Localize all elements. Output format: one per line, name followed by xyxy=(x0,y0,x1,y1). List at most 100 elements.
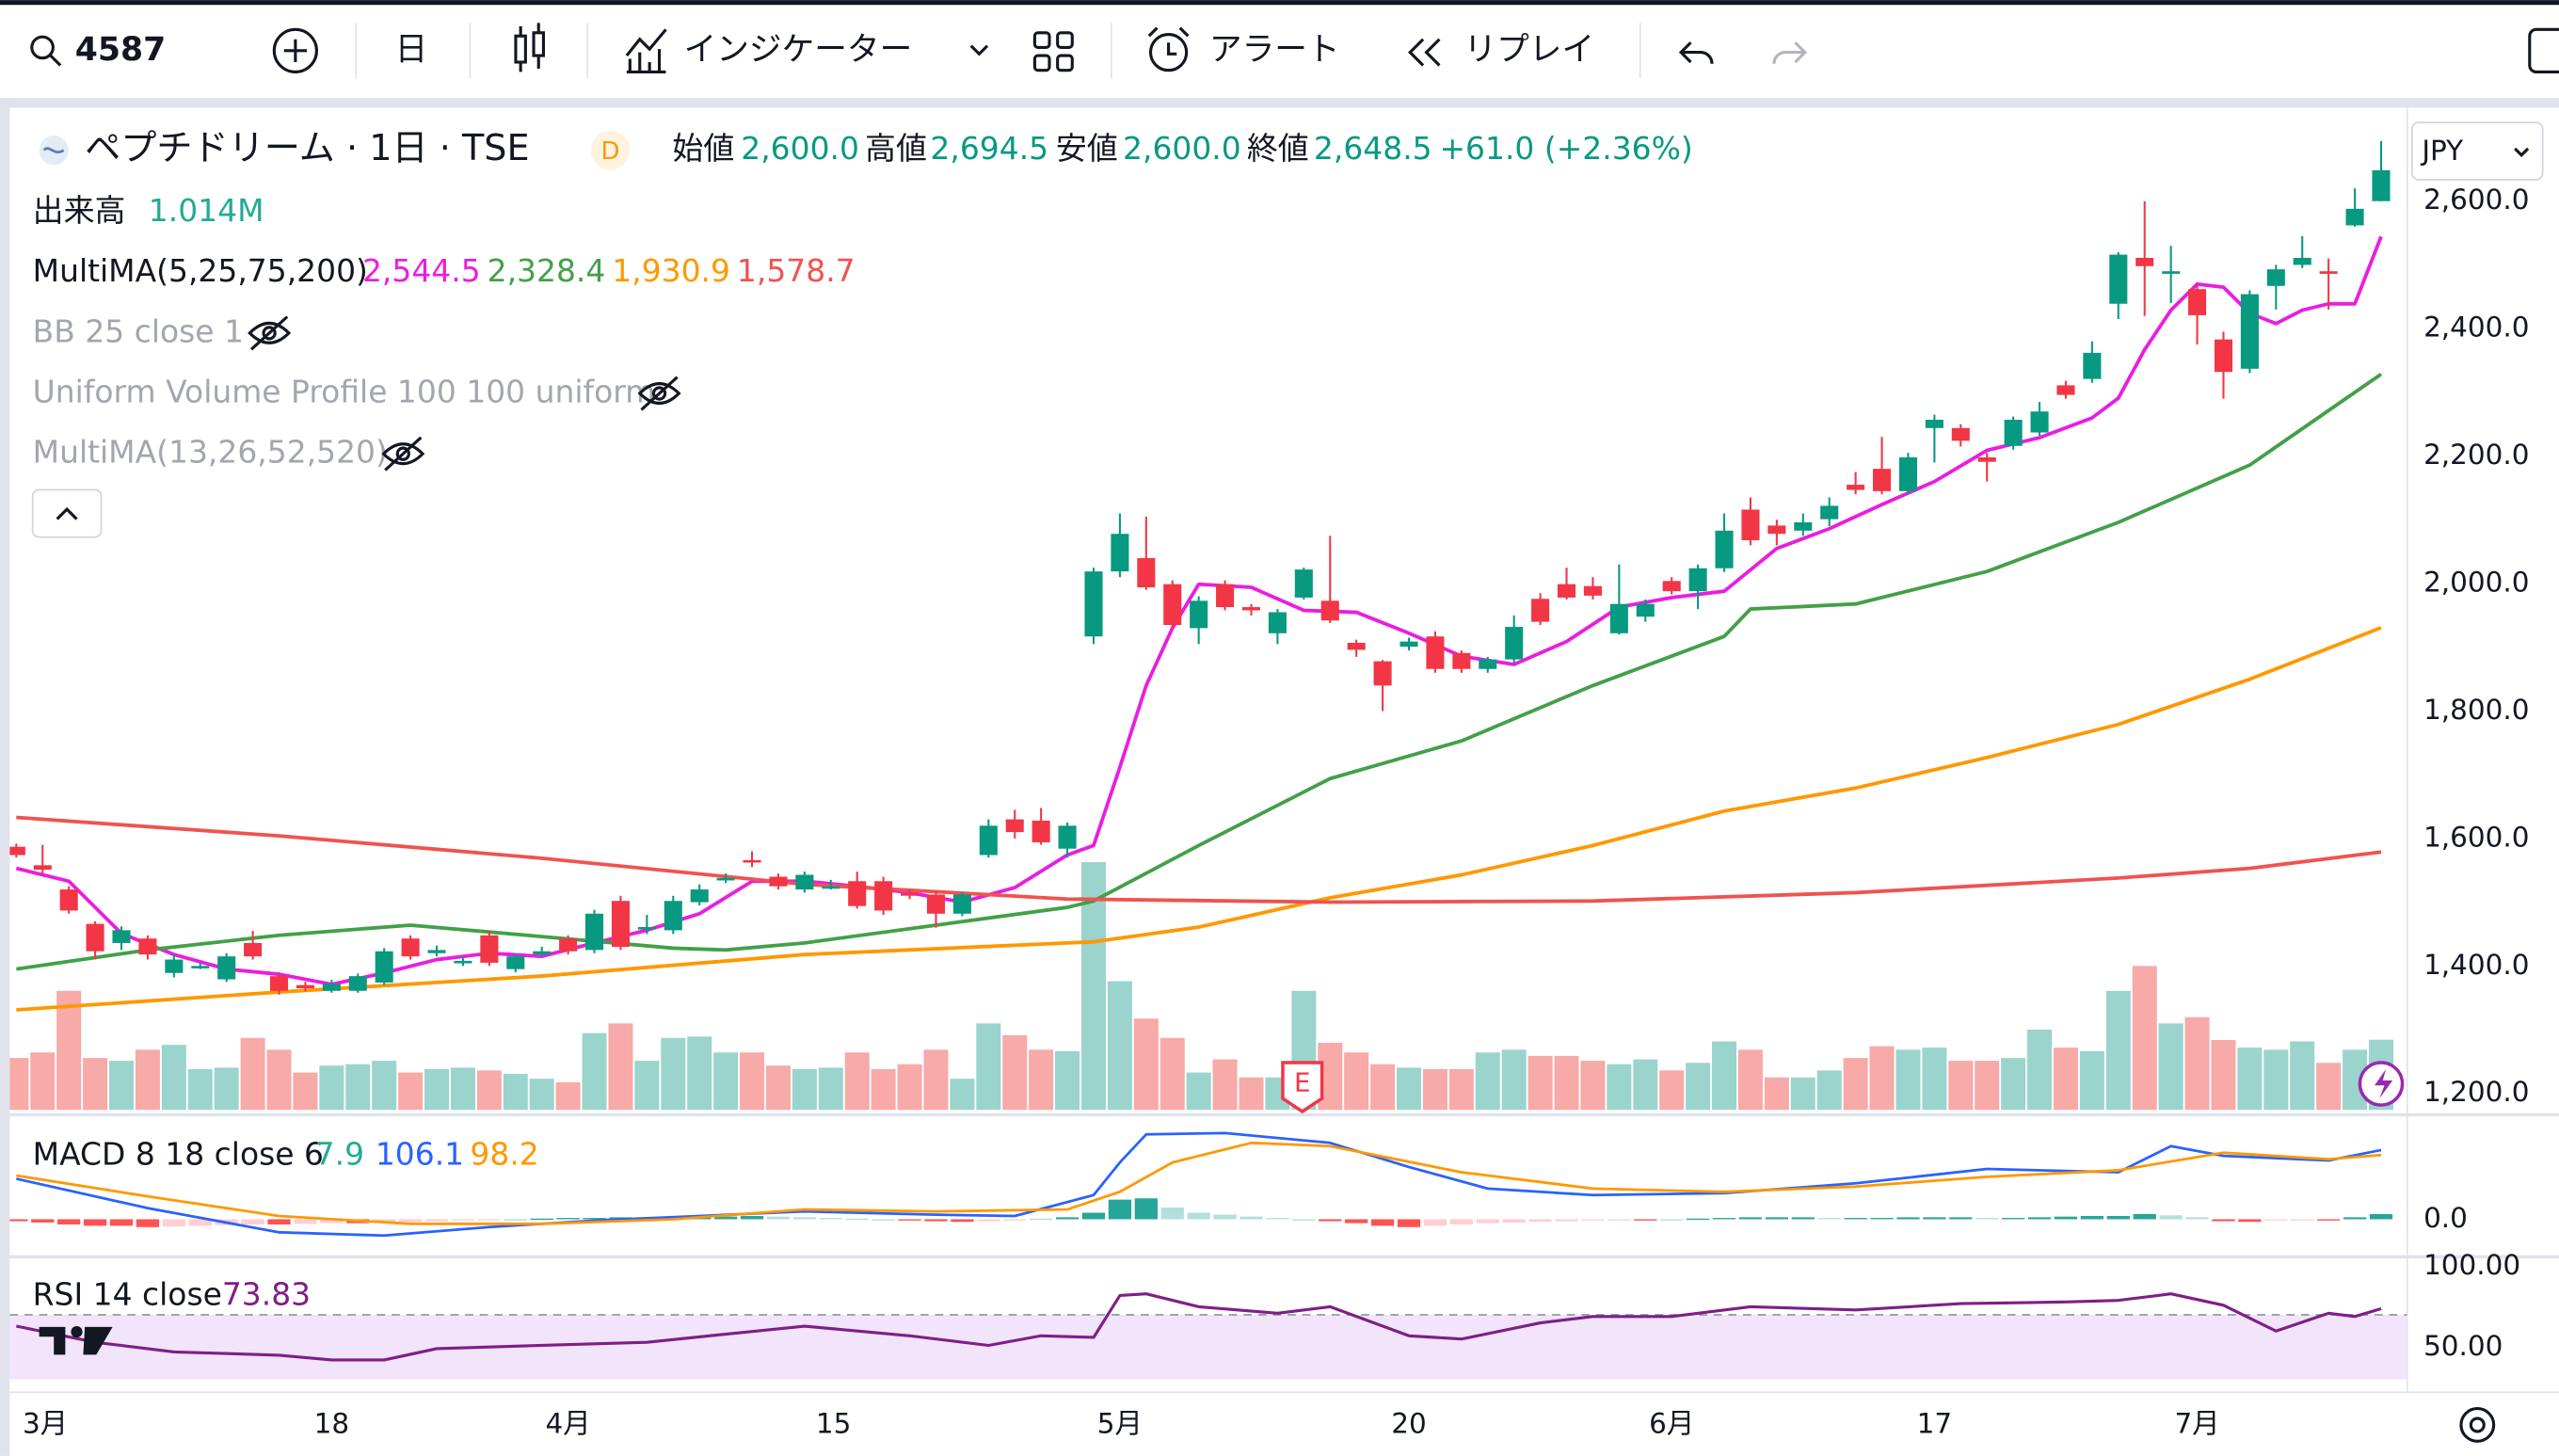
rsi-pane xyxy=(9,1292,2407,1380)
ohlc-value: 2,600.0 xyxy=(1123,130,1241,167)
y-tick-label: 1,800.0 xyxy=(2423,694,2529,726)
candle-body xyxy=(2372,169,2391,201)
redo-button[interactable] xyxy=(1772,41,1808,64)
volume-bar xyxy=(2290,1041,2315,1111)
volume-bar xyxy=(1869,1046,1895,1111)
volume-bar xyxy=(2211,1040,2236,1111)
candle-body xyxy=(1583,585,1602,596)
candle-body xyxy=(138,938,157,955)
candle-body xyxy=(2240,294,2259,369)
rsi-name[interactable]: RSI 14 close xyxy=(33,1275,222,1312)
candle-body xyxy=(1111,534,1129,572)
symbol-search[interactable]: 4587 xyxy=(30,31,167,69)
macd-histogram-bar xyxy=(1476,1219,1499,1224)
currency-button[interactable]: JPY xyxy=(2411,121,2544,181)
indicator-name[interactable]: MultiMA(5,25,75,200) xyxy=(33,252,368,289)
macd-histogram-bar xyxy=(1187,1212,1210,1220)
indicator-line xyxy=(16,372,2383,971)
templates-button[interactable] xyxy=(1032,31,1074,72)
price-pane xyxy=(9,140,2393,1111)
candle-body xyxy=(2319,271,2338,274)
volume-bar xyxy=(765,1065,791,1111)
macd-histogram-bar xyxy=(1030,1218,1053,1221)
layout-button[interactable] xyxy=(2528,27,2559,73)
volume-bar xyxy=(1659,1070,1685,1111)
candle-body xyxy=(1347,642,1366,650)
macd-histogram-bar xyxy=(1134,1198,1158,1220)
candle-body xyxy=(112,930,131,943)
hidden-eye-icon[interactable] xyxy=(381,436,425,472)
macd-histogram-bar xyxy=(1923,1217,1946,1220)
volume-bar xyxy=(2184,1016,2210,1111)
multima-value: 1,578.7 xyxy=(737,252,856,289)
indicator-name[interactable]: MultiMA(13,26,52,520) xyxy=(33,434,388,471)
volume-bar xyxy=(476,1070,502,1111)
lightning-button[interactable] xyxy=(2358,1061,2405,1107)
replay-button[interactable]: リプレイ xyxy=(1408,31,1594,69)
candle-body xyxy=(690,889,709,903)
alert-button[interactable]: アラート xyxy=(1147,26,1340,72)
candle-body xyxy=(1268,612,1287,633)
volume-bar xyxy=(2132,966,2157,1111)
candle-body xyxy=(1688,568,1707,592)
interval-button[interactable]: 日 xyxy=(395,31,428,69)
candle-body xyxy=(901,893,920,896)
candle-body xyxy=(1505,627,1524,660)
macd-histogram-bar xyxy=(1292,1219,1316,1221)
volume-bar xyxy=(1816,1070,1842,1111)
volume-bar xyxy=(398,1072,424,1111)
collapse-legend-button[interactable] xyxy=(31,488,103,538)
y-tick-label: 1,400.0 xyxy=(2423,949,2529,981)
volume-bar xyxy=(1843,1058,1868,1111)
hidden-eye-icon[interactable] xyxy=(248,315,292,351)
candle-body xyxy=(1636,603,1655,617)
volume-bar xyxy=(1107,981,1132,1111)
x-tick-label: 18 xyxy=(314,1407,349,1439)
volume-bar xyxy=(503,1074,528,1111)
candle-body xyxy=(1794,522,1813,531)
volume-bar xyxy=(1029,1049,1054,1111)
indicator-name[interactable]: BB 25 close 1 xyxy=(33,312,244,349)
candle-body xyxy=(2345,208,2364,226)
candle-body xyxy=(1873,469,1892,491)
volume-bar xyxy=(1633,1059,1658,1111)
earnings-marker[interactable]: E xyxy=(1281,1061,1324,1114)
candle-body xyxy=(1609,603,1628,633)
macd-histogram-bar xyxy=(1581,1219,1605,1221)
macd-name[interactable]: MACD 8 18 close 6 xyxy=(33,1135,324,1172)
hidden-eye-icon[interactable] xyxy=(637,376,681,411)
candle-body xyxy=(322,984,341,991)
candle-body xyxy=(1320,600,1339,621)
tradingview-logo xyxy=(39,1326,113,1355)
undo-button[interactable] xyxy=(1678,41,1714,64)
volume-bar xyxy=(2053,1048,2078,1111)
macd-pane xyxy=(9,1131,2393,1238)
symbol: 4587 xyxy=(75,31,167,69)
indicator-name[interactable]: Uniform Volume Profile 100 100 uniform xyxy=(33,374,656,410)
volume-bar xyxy=(2105,990,2131,1111)
chart-type-button[interactable] xyxy=(514,23,546,72)
settings-button[interactable] xyxy=(2459,1407,2496,1443)
macd-histogram-bar xyxy=(2291,1219,2314,1221)
y-tick-label: 2,400.0 xyxy=(2423,312,2529,344)
macd-histogram-bar xyxy=(845,1218,869,1221)
x-tick-label: 4月 xyxy=(546,1407,591,1439)
candle-body xyxy=(2004,419,2023,446)
macd-histogram-bar xyxy=(2264,1219,2288,1221)
indicators-button[interactable]: インジケーター xyxy=(625,28,989,73)
macd-histogram-bar xyxy=(740,1215,764,1220)
candle-body xyxy=(86,923,104,952)
compare-button[interactable] xyxy=(272,27,318,73)
volume-bar xyxy=(529,1079,554,1111)
price-change: +61.0 (+2.36%) xyxy=(1439,130,1692,167)
volume-bar xyxy=(1790,1077,1815,1111)
candle-body xyxy=(217,956,236,980)
macd-histogram-bar xyxy=(320,1219,344,1224)
multima-value: 2,544.5 xyxy=(362,252,481,289)
ohlc-label: 終値 xyxy=(1247,130,1309,167)
candle-body xyxy=(1399,641,1418,648)
volume-bar xyxy=(740,1052,765,1111)
candle-body xyxy=(848,881,867,906)
candle-body xyxy=(401,938,420,957)
